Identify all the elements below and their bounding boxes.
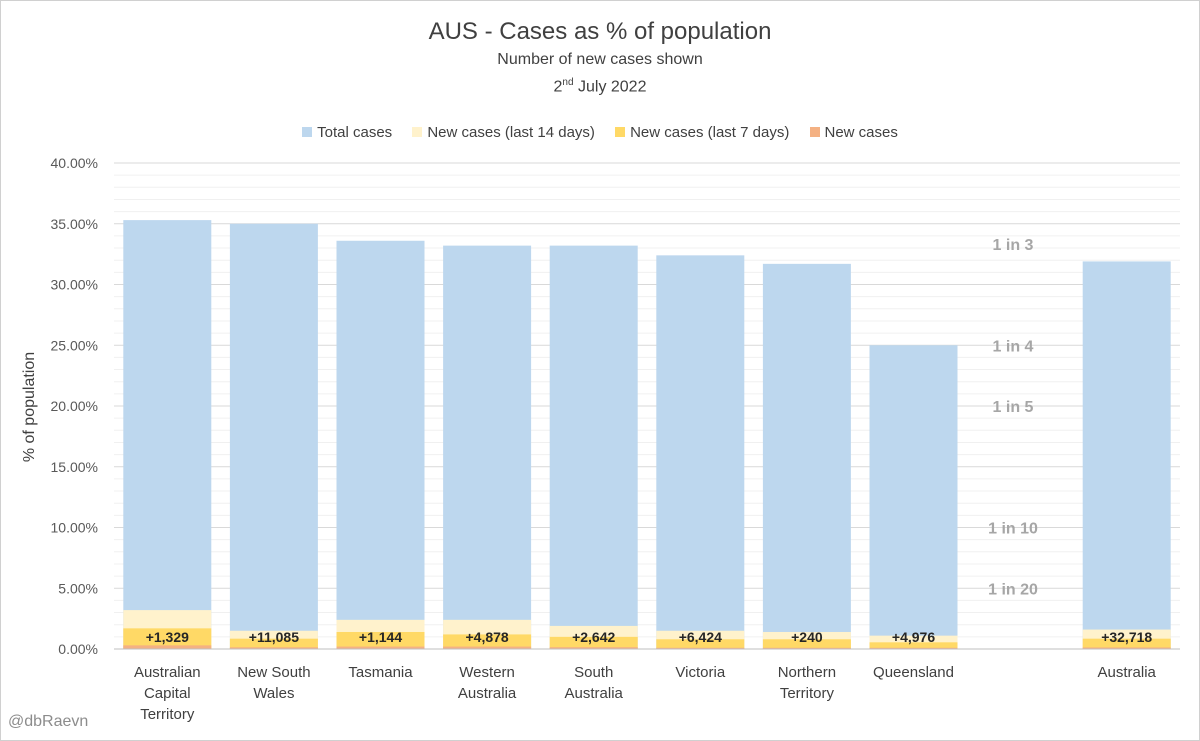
- legend-item-total: Total cases: [302, 124, 392, 141]
- legend: Total cases New cases (last 14 days) New…: [0, 124, 1200, 141]
- bar-new: [656, 647, 745, 649]
- bar-total: [336, 240, 425, 649]
- legend-label-7-days: New cases (last 7 days): [630, 124, 790, 141]
- reference-line-label: 1 in 3: [993, 237, 1034, 254]
- bar-total: [123, 220, 212, 650]
- bar-data-label: +1,144: [359, 629, 402, 645]
- bar-7-days: [869, 642, 958, 649]
- bar-data-label: +240: [791, 629, 823, 645]
- bar-total: [229, 223, 318, 649]
- reference-line-label: 1 in 10: [988, 521, 1038, 538]
- reference-line-label: 1 in 4: [993, 338, 1034, 355]
- x-tick-label-line: Australia: [565, 685, 624, 702]
- x-tick-label: Queensland: [873, 664, 954, 681]
- x-tick-label-line: Capital: [144, 685, 191, 702]
- bar-data-label: +4,878: [465, 629, 508, 645]
- x-tick-label-line: Wales: [253, 685, 294, 702]
- bar-data-label: +32,718: [1101, 629, 1152, 645]
- date-day: 2: [553, 78, 563, 96]
- x-tick-label-line: Tasmania: [348, 664, 413, 681]
- y-tick-label: 10.00%: [51, 520, 98, 536]
- watermark: @dbRaevn: [8, 713, 89, 730]
- legend-label-total: Total cases: [317, 124, 393, 141]
- x-tick-label: Australian Capital Territory: [134, 664, 201, 723]
- bar-7-days: [1082, 638, 1171, 649]
- legend-item-14-days: New cases (last 14 days): [412, 124, 595, 141]
- legend-swatch-7-days: [615, 127, 626, 137]
- legend-item-7-days: New cases (last 7 days): [615, 124, 789, 141]
- x-tick-label-line: Victoria: [675, 664, 725, 681]
- reference-line-label: 1 in 20: [988, 581, 1038, 598]
- chart-title: AUS - Cases as % of population: [428, 18, 772, 45]
- legend-swatch-14-days: [412, 127, 423, 137]
- bar-total: [1082, 261, 1171, 649]
- x-tick-label-line: Territory: [140, 706, 195, 723]
- y-tick-label: 15.00%: [51, 459, 98, 475]
- bar-new: [1082, 647, 1171, 649]
- bar-total: [549, 245, 638, 649]
- bar-7-days: [549, 636, 638, 649]
- bar-total: [656, 255, 745, 649]
- bar-total: [762, 263, 851, 649]
- date-suffix: nd: [562, 77, 574, 88]
- bar-new: [229, 647, 318, 649]
- bar-data-label: +1,329: [146, 629, 189, 645]
- x-tick-label-line: Australia: [1098, 664, 1157, 681]
- y-tick-label: 35.00%: [51, 216, 98, 232]
- y-tick-label: 0.00%: [58, 641, 98, 657]
- bar-new: [549, 647, 638, 649]
- x-tick-label: Tasmania: [348, 664, 413, 681]
- x-tick-label-line: Australian: [134, 664, 201, 681]
- bar-7-days: [229, 638, 318, 649]
- x-tick-label-line: South: [574, 664, 613, 681]
- bar-total: [869, 345, 958, 649]
- bar-total: [443, 245, 532, 649]
- x-tick-label-line: Queensland: [873, 664, 954, 681]
- bar-data-label: +6,424: [679, 629, 722, 645]
- x-tick-label: Western Australia: [458, 664, 517, 702]
- x-tick-label-line: Northern: [778, 664, 836, 681]
- legend-item-new: New cases: [809, 124, 898, 141]
- y-tick-label: 20.00%: [51, 398, 98, 414]
- legend-label-new: New cases: [824, 124, 898, 141]
- y-tick-label: 5.00%: [58, 580, 98, 596]
- reference-line-label: 1 in 5: [993, 399, 1034, 416]
- bar-new: [123, 645, 212, 649]
- x-tick-label: Victoria: [675, 664, 725, 681]
- date-rest: July 2022: [577, 78, 647, 96]
- bar-data-label: +11,085: [249, 629, 299, 645]
- x-tick-label: South Australia: [565, 664, 624, 702]
- bar-new: [336, 646, 425, 649]
- x-tick-label-line: Australia: [458, 685, 517, 702]
- x-tick-label-line: New South: [237, 664, 310, 681]
- legend-swatch-new: [809, 127, 820, 137]
- y-tick-label: 25.00%: [51, 337, 98, 353]
- legend-label-14-days: New cases (last 14 days): [427, 124, 595, 141]
- y-tick-label: 40.00%: [51, 155, 98, 171]
- bar-new: [443, 646, 532, 649]
- bar-data-label: +4,976: [892, 629, 935, 645]
- x-tick-label-line: Territory: [780, 685, 835, 702]
- x-tick-label-line: Western: [459, 664, 515, 681]
- x-tick-label: Northern Territory: [778, 664, 836, 702]
- bar-new: [762, 647, 851, 649]
- bar-data-label: +2,642: [572, 629, 615, 645]
- x-tick-label: New South Wales: [237, 664, 310, 702]
- bar-7-days: [336, 631, 425, 649]
- bar-7-days: [123, 628, 212, 649]
- chart-date: 2nd July 2022: [0, 77, 1200, 96]
- y-tick-label: 30.00%: [51, 277, 98, 293]
- bar-7-days: [443, 634, 532, 649]
- legend-swatch-total: [302, 127, 313, 137]
- chart-subtitle: Number of new cases shown: [497, 51, 703, 68]
- bar-7-days: [656, 639, 745, 649]
- bar-new: [869, 647, 958, 649]
- x-tick-label: Australia: [1098, 664, 1157, 681]
- bar-7-days: [762, 639, 851, 649]
